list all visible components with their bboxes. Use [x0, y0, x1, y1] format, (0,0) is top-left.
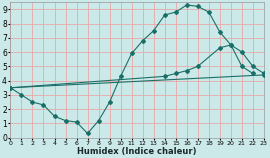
X-axis label: Humidex (Indice chaleur): Humidex (Indice chaleur)	[77, 147, 197, 156]
